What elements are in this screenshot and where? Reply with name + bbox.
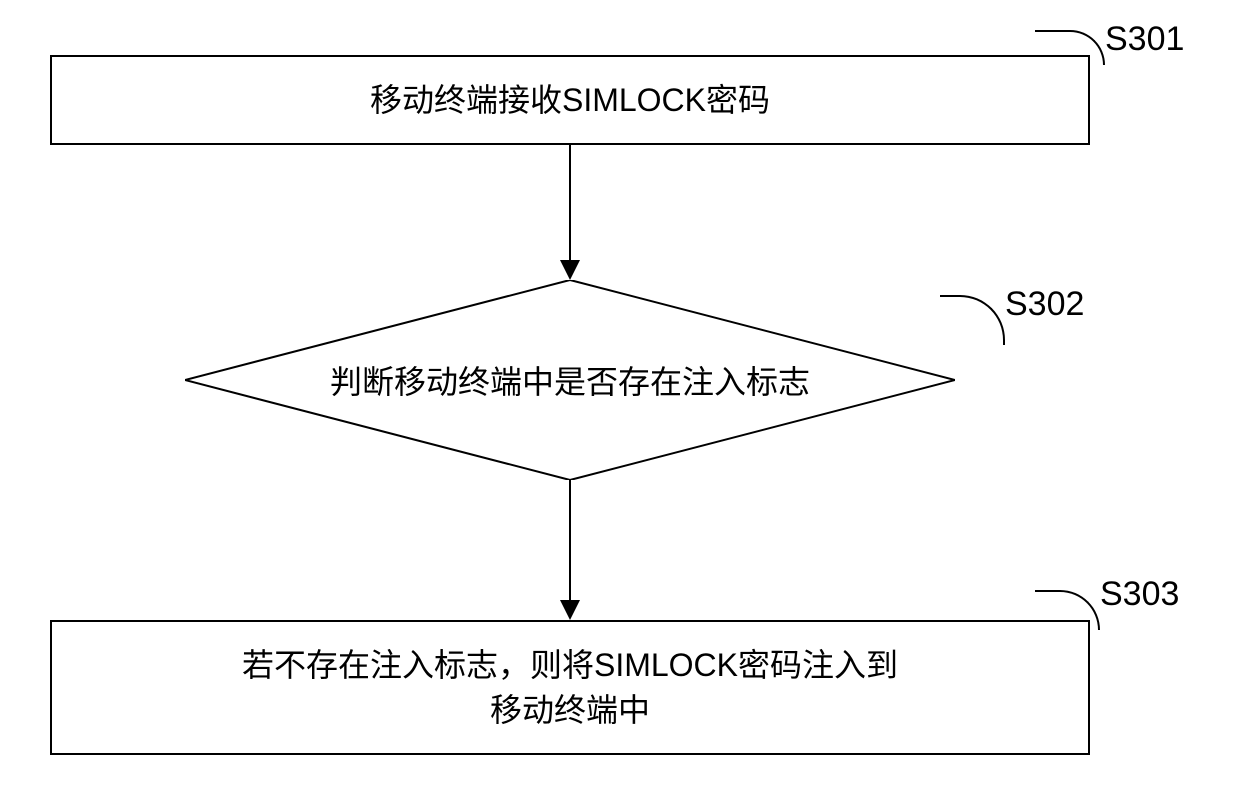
step1-process-box: 移动终端接收SIMLOCK密码 — [50, 55, 1090, 145]
step3-process-box: 若不存在注入标志，则将SIMLOCK密码注入到 移动终端中 — [50, 620, 1090, 755]
arrow2-head — [560, 600, 580, 620]
step3-label-connector — [1035, 590, 1100, 630]
step2-text: 判断移动终端中是否存在注入标志 — [185, 357, 955, 403]
flowchart-container: 移动终端接收SIMLOCK密码 S301 判断移动终端中是否存在注入标志 S30… — [0, 0, 1240, 805]
step2-label-connector — [940, 295, 1005, 345]
arrow2-line — [569, 480, 571, 600]
step1-text: 移动终端接收SIMLOCK密码 — [350, 78, 790, 123]
step2-label: S302 — [1005, 285, 1084, 324]
step1-label-connector — [1035, 30, 1105, 65]
arrow1-head — [560, 260, 580, 280]
step3-label: S303 — [1100, 575, 1179, 614]
step1-label: S301 — [1105, 20, 1184, 59]
step3-text-line2: 移动终端中 — [490, 692, 650, 728]
arrow1-line — [569, 145, 571, 260]
step3-text-container: 若不存在注入标志，则将SIMLOCK密码注入到 移动终端中 — [222, 643, 918, 733]
step2-decision-diamond: 判断移动终端中是否存在注入标志 — [185, 280, 955, 480]
step3-text-line1: 若不存在注入标志，则将SIMLOCK密码注入到 — [242, 647, 898, 683]
